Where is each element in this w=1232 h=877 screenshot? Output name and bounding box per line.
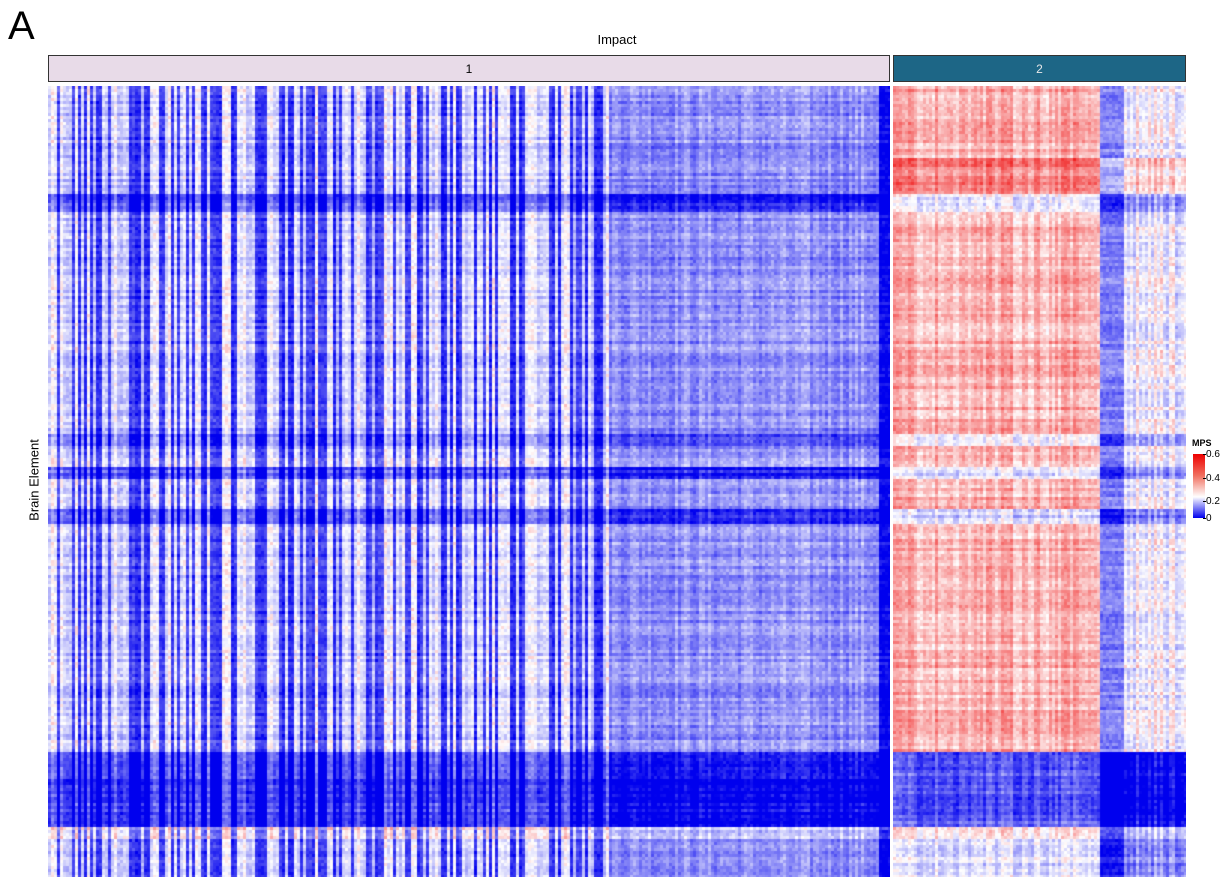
legend-tick: 0 — [1203, 513, 1212, 524]
legend-title: MPS — [1192, 438, 1212, 448]
heatmap-facet-1 — [48, 86, 890, 877]
y-axis-label: Brain Element — [26, 439, 42, 521]
facet-strip-2-label: 2 — [1036, 61, 1043, 76]
color-legend: MPS 0.6 0.4 0.2 0 — [1192, 438, 1230, 530]
legend-tick: 0.2 — [1203, 496, 1220, 507]
heatmap-facet-2 — [893, 86, 1186, 877]
facet-strip-2: 2 — [893, 55, 1186, 82]
legend-color-bar — [1193, 454, 1205, 518]
panel-label: A — [8, 4, 35, 48]
legend-tick: 0.6 — [1203, 449, 1220, 460]
legend-tick: 0.4 — [1203, 473, 1220, 484]
facet-strip-1: 1 — [48, 55, 890, 82]
facet-strip-1-label: 1 — [465, 61, 473, 76]
chart-title: Impact — [597, 32, 637, 47]
